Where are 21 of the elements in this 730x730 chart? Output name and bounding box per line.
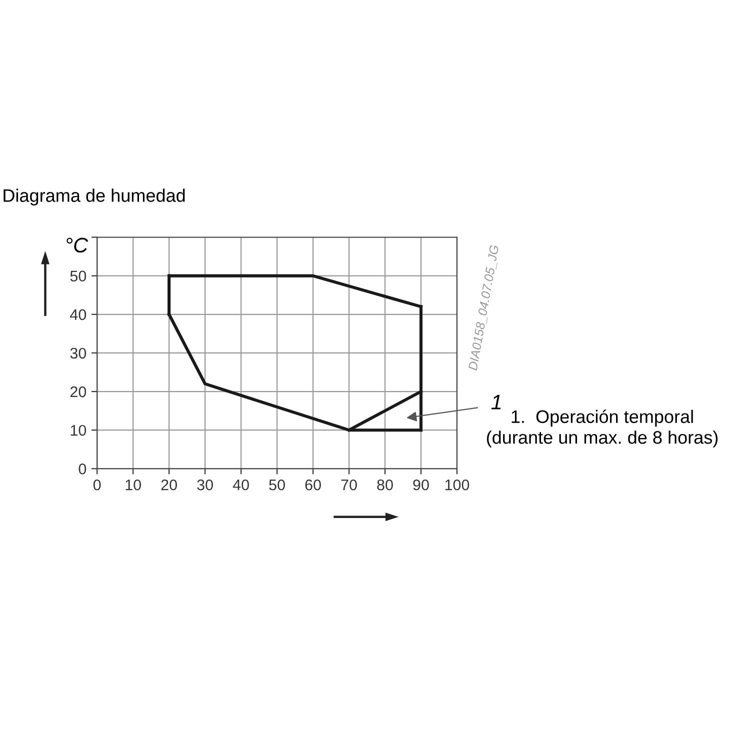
x-tick-label: 100 — [445, 479, 470, 490]
x-tick-label: 10 — [126, 479, 141, 490]
y-axis-title: °C — [66, 238, 88, 253]
text: 1 — [491, 394, 501, 410]
y-tick-label: 50 — [70, 270, 86, 282]
y-tick-label: 40 — [70, 309, 86, 320]
text: 1. Operación temporal (durante un max. de 8 horas) — [486, 410, 718, 448]
x-tick-label: 20 — [161, 479, 177, 490]
x-tick-label: 60 — [305, 479, 321, 490]
y-tick-label: 10 — [70, 424, 86, 436]
y-tick-label: 0 — [78, 464, 86, 474]
x-tick-label: 50 — [269, 479, 285, 490]
y-tick-label: 30 — [70, 348, 86, 359]
x-tick-label: 90 — [413, 479, 429, 490]
chart-title: Diagrama de humedad — [4, 188, 185, 206]
x-tick-label: 0 — [93, 479, 101, 490]
x-tick-label: 80 — [377, 479, 393, 490]
x-tick-label: 70 — [341, 479, 357, 490]
y-tick-label: 20 — [70, 386, 86, 398]
x-tick-label: 40 — [232, 479, 249, 490]
x-tick-label: 30 — [197, 479, 213, 490]
